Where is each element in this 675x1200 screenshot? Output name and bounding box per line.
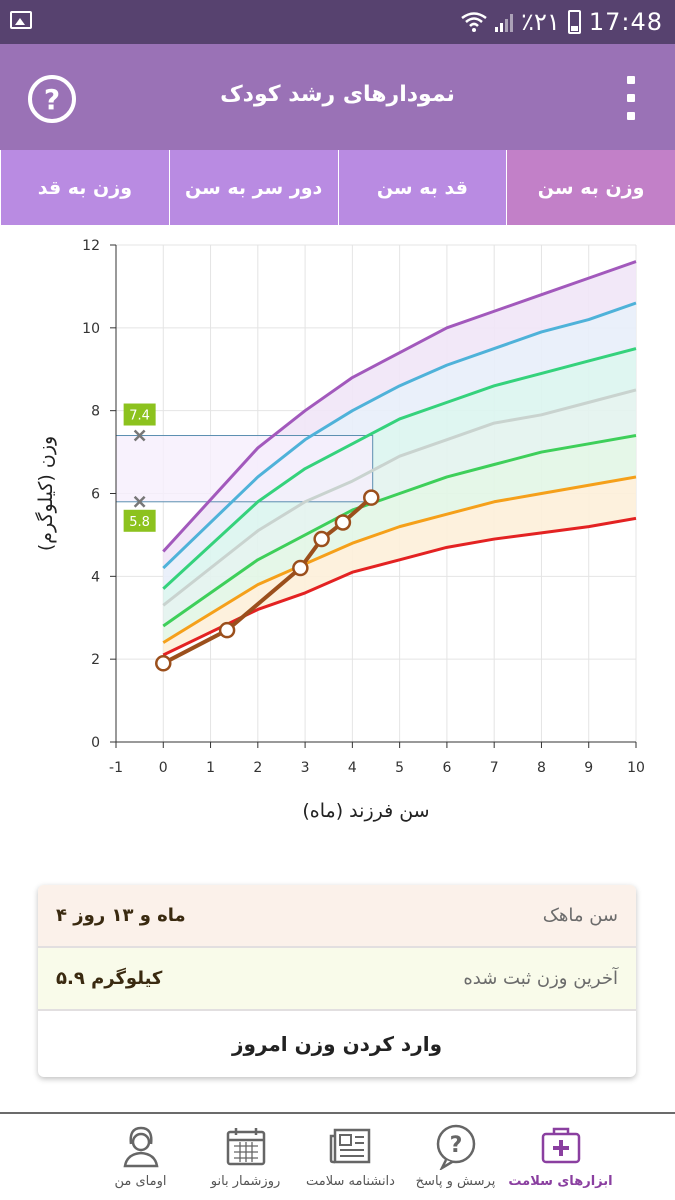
nav-label: روزشمار بانو [210,1174,281,1189]
page-title: نمودارهای رشد کودک [220,82,455,107]
calendar-icon [226,1128,265,1166]
tab-height-for-age[interactable]: قد به سن [337,150,507,225]
x-axis-label: سن فرزند (ماه) [302,800,429,822]
growth-chart[interactable]: -1 0 1 2 3 4 5 6 7 8 9 10 0 2 4 6 8 10 12 7.4 5.8 سن فرزند (م… [0,225,675,845]
clock: 17:48 [588,8,663,36]
dot-icon [627,112,635,120]
percentile-band [163,348,637,606]
percentile-band [163,389,637,627]
weight-row: ۵.۹ کیلوگرم آخرین وزن ثبت شده [38,948,636,1011]
nav-my-profile[interactable]: اومای من [88,1114,193,1200]
newspaper-icon [329,1128,370,1164]
dot-icon [627,94,635,102]
percentile-band [163,435,637,643]
info-card: ۴ ماه و ۱۳ روز سن ماهک ۵.۹ کیلوگرم آخرین… [38,885,636,1077]
range-marker-x [133,495,146,508]
chart-tabs: وزن به سن قد به سن دور سر به سن وزن به ق… [0,150,675,225]
y-tick-label: 12 [82,238,100,254]
question-bubble-icon: ? [436,1124,475,1170]
child-weight-point [334,514,352,531]
x-tick-label: 4 [348,760,357,776]
user-avatar-icon [123,1126,158,1168]
battery-percent: ٪۲۱ [521,8,560,36]
gallery-notification-icon [10,11,32,29]
question-icon: ? [43,82,61,116]
nav-calendar[interactable]: روزشمار بانو [193,1114,298,1200]
x-tick-label: 0 [159,760,168,776]
battery-icon [567,10,581,34]
percentile-band [163,261,637,569]
wifi-icon [461,12,487,32]
x-tick-label: 2 [253,760,262,776]
medical-kit-icon [541,1127,580,1164]
x-tick-label: 6 [442,760,451,776]
x-tick-label: 3 [301,760,310,776]
overflow-menu-button[interactable] [625,76,637,120]
age-label: سن ماهک [542,905,618,926]
svg-text:?: ? [449,1133,462,1158]
x-tick-label: -1 [109,760,123,776]
tab-head-circumference-for-age[interactable]: دور سر به سن [168,150,338,225]
percentile-line [162,516,637,657]
y-tick-label: 4 [91,569,100,585]
nav-questions[interactable]: ? پرسش و پاسخ [403,1114,508,1200]
percentile-band [163,302,637,589]
weight-value: ۵.۹ کیلوگرم [56,968,163,989]
child-weight-point [292,559,309,577]
range-label-box [123,403,156,426]
child-weight-point [218,621,236,639]
tab-weight-for-height[interactable]: وزن به قد [0,150,169,225]
percentile-line [162,260,637,553]
help-button[interactable]: ? [28,75,76,123]
nav-health-tools[interactable]: ابزارهای سلامت [508,1114,613,1200]
nav-label: پرسش و پاسخ [415,1174,496,1189]
x-tick-label: 1 [206,760,215,776]
signal-icon [495,14,514,32]
dot-icon [627,76,635,84]
percentile-line [162,388,637,607]
status-indicators: ٪۲۱ 17:48 [461,6,663,38]
nav-encyclopedia[interactable]: دانشنامه سلامت [298,1114,403,1200]
child-weight-point [313,530,330,548]
y-tick-label: 2 [91,652,100,668]
y-tick-label: 8 [91,404,100,420]
range-label-box [123,509,156,532]
tab-weight-for-age[interactable]: وزن به سن [506,150,675,225]
app-bar: ? نمودارهای رشد کودک [0,44,675,150]
x-tick-label: 10 [627,760,645,776]
percentile-line [162,434,637,628]
status-bar: ٪۲۱ 17:48 [0,0,675,44]
age-row: ۴ ماه و ۱۳ روز سن ماهک [38,885,636,948]
y-tick-label: 10 [82,321,100,337]
y-tick-label: 6 [91,487,100,503]
nav-label: دانشنامه سلامت [306,1174,395,1189]
x-tick-label: 5 [395,760,404,776]
y-tick-label: 0 [91,735,100,751]
percentile-band [163,476,637,656]
child-weight-point [363,489,380,506]
x-tick-label: 9 [584,760,593,776]
bottom-navigation: ابزارهای سلامت ? پرسش و پاسخ دانشنامه سل… [0,1112,675,1200]
x-tick-label: 8 [537,760,546,776]
percentile-line [162,475,637,644]
range-marker-x [133,429,146,442]
enter-weight-button[interactable]: وارد کردن وزن امروز [232,1032,442,1056]
weight-label: آخرین وزن ثبت شده [463,968,618,989]
nav-label: ابزارهای سلامت [508,1174,613,1189]
percentile-line [162,347,637,590]
x-tick-label: 7 [490,760,499,776]
range-label: 7.4 [129,409,150,424]
child-weight-point [155,655,172,672]
range-label: 5.8 [129,515,150,530]
age-value: ۴ ماه و ۱۳ روز [56,905,186,926]
nav-label: اومای من [114,1174,167,1189]
percentile-line [162,301,637,570]
y-axis-label: وزن (کیلوگرم) [34,436,57,551]
